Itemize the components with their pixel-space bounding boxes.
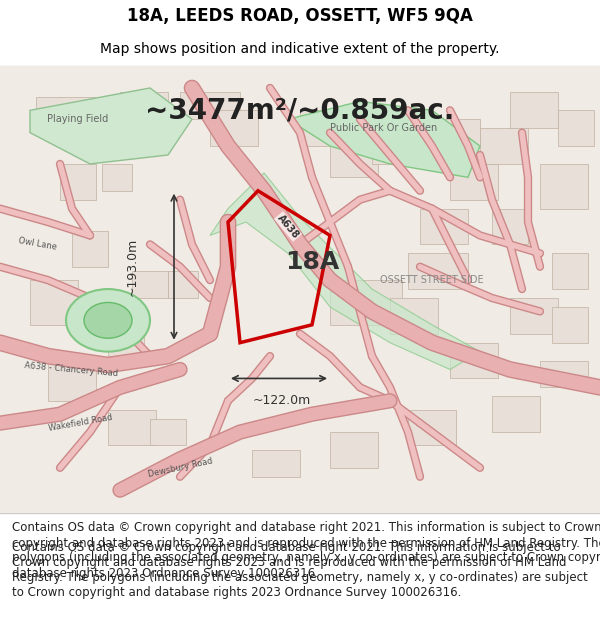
Text: Contains OS data © Crown copyright and database right 2021. This information is : Contains OS data © Crown copyright and d… xyxy=(12,541,588,599)
Bar xyxy=(552,307,588,342)
Circle shape xyxy=(66,289,150,352)
Bar xyxy=(168,271,198,298)
Bar xyxy=(492,209,528,244)
Bar xyxy=(540,164,588,209)
Bar xyxy=(120,92,168,119)
Bar xyxy=(108,410,156,446)
Text: Map shows position and indicative extent of the property.: Map shows position and indicative extent… xyxy=(100,42,500,56)
Bar xyxy=(150,419,186,446)
Bar xyxy=(408,410,456,446)
Bar xyxy=(552,253,588,289)
Bar xyxy=(540,361,588,388)
Text: Owl Lane: Owl Lane xyxy=(18,237,58,252)
Bar xyxy=(492,396,540,432)
Text: A638: A638 xyxy=(275,213,301,241)
Polygon shape xyxy=(288,101,480,178)
Bar xyxy=(330,432,378,468)
Bar xyxy=(252,450,300,477)
Bar xyxy=(330,142,378,177)
Bar xyxy=(48,356,96,401)
Bar xyxy=(432,119,480,146)
Bar xyxy=(210,110,258,146)
Polygon shape xyxy=(210,173,480,369)
Bar xyxy=(420,209,468,244)
Bar xyxy=(102,164,132,191)
Text: 18A, LEEDS ROAD, OSSETT, WF5 9QA: 18A, LEEDS ROAD, OSSETT, WF5 9QA xyxy=(127,8,473,26)
Text: Wakefield Road: Wakefield Road xyxy=(48,413,113,433)
Text: OSSETT STREET SIDE: OSSETT STREET SIDE xyxy=(380,275,484,285)
Bar xyxy=(60,164,96,200)
Text: Contains OS data © Crown copyright and database right 2021. This information is : Contains OS data © Crown copyright and d… xyxy=(12,521,600,579)
Text: Dewsbury Road: Dewsbury Road xyxy=(147,456,213,479)
Circle shape xyxy=(84,302,132,338)
Bar xyxy=(450,342,498,378)
Text: ~193.0m: ~193.0m xyxy=(125,238,139,296)
Bar xyxy=(558,110,594,146)
Bar xyxy=(510,92,558,128)
Polygon shape xyxy=(30,88,192,164)
Bar xyxy=(480,128,528,164)
Bar xyxy=(510,298,558,334)
Bar xyxy=(408,253,468,289)
Bar xyxy=(30,280,78,325)
Bar xyxy=(390,298,438,334)
Bar xyxy=(108,329,144,356)
Bar xyxy=(300,110,348,146)
Text: Playing Field: Playing Field xyxy=(47,114,109,124)
Text: A638 - Chancery Road: A638 - Chancery Road xyxy=(24,361,118,378)
Bar xyxy=(450,164,498,200)
Text: ~3477m²/~0.859ac.: ~3477m²/~0.859ac. xyxy=(145,96,455,124)
Bar xyxy=(36,97,108,132)
Bar xyxy=(132,271,168,298)
Bar xyxy=(72,231,108,267)
Bar xyxy=(372,128,432,164)
Bar xyxy=(330,280,402,325)
Text: ~122.0m: ~122.0m xyxy=(253,394,311,408)
Bar xyxy=(180,92,240,119)
Text: Public Park Or Garden: Public Park Or Garden xyxy=(331,123,437,133)
Text: 18A: 18A xyxy=(285,250,339,274)
